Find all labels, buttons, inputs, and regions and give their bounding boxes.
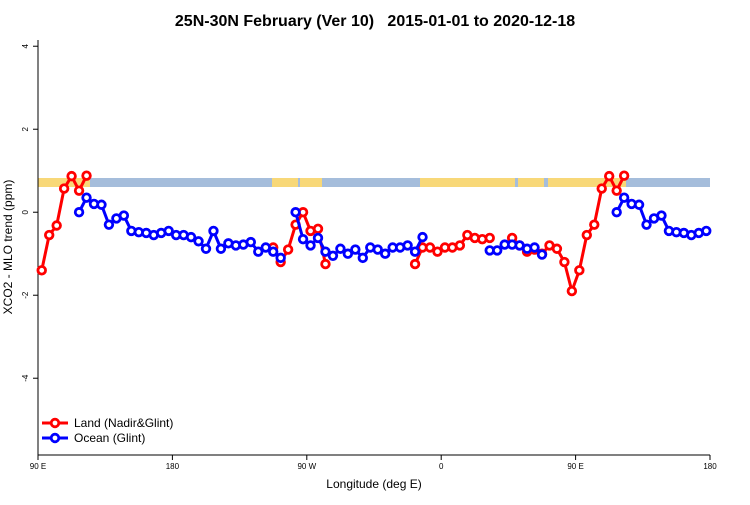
data-point <box>574 265 585 276</box>
data-point <box>185 231 197 243</box>
land-patch <box>38 178 90 187</box>
data-point <box>656 210 667 221</box>
x-tick-label: 90 W <box>297 462 316 471</box>
x-tick-label: 90 E <box>567 462 583 471</box>
data-point <box>96 199 107 210</box>
data-point <box>551 243 563 254</box>
data-point <box>193 236 204 247</box>
data-point <box>36 265 47 276</box>
data-point <box>208 225 219 237</box>
data-point <box>268 246 279 257</box>
data-point <box>58 183 70 194</box>
data-point <box>103 219 115 230</box>
data-point <box>51 220 62 231</box>
data-point <box>559 256 570 268</box>
data-point <box>81 170 92 181</box>
data-point <box>492 245 503 256</box>
ocean-band <box>38 178 710 187</box>
data-point <box>641 219 652 230</box>
data-point <box>402 240 413 251</box>
y-axis-label: XCO2 - MLO trend (ppm) <box>1 180 15 315</box>
x-axis-label: Longitude (deg E) <box>326 477 421 491</box>
series <box>73 192 712 264</box>
data-point <box>424 242 436 253</box>
data-point <box>380 248 391 259</box>
data-point <box>297 233 309 245</box>
data-point <box>312 232 324 244</box>
data-point <box>73 207 85 218</box>
data-point <box>618 192 630 203</box>
y-tick-label: 0 <box>21 209 30 214</box>
data-point <box>604 170 615 182</box>
x-tick-label: 180 <box>166 462 180 471</box>
data-point <box>253 246 264 257</box>
data-point <box>566 285 578 297</box>
series <box>36 170 630 297</box>
y-tick-label: 2 <box>21 126 30 131</box>
data-point <box>581 229 592 241</box>
land-ocean-band <box>38 178 710 187</box>
chart-title: 25N-30N February (Ver 10) 2015-01-01 to … <box>175 13 575 30</box>
data-point <box>215 243 227 254</box>
data-point <box>320 258 331 270</box>
land-patch <box>272 178 298 187</box>
data-point <box>335 243 346 254</box>
data-point <box>342 248 354 259</box>
data-point <box>305 240 316 251</box>
land-patch <box>518 178 544 187</box>
data-point <box>484 232 495 244</box>
land-patch <box>420 178 515 187</box>
land-patch <box>300 178 322 187</box>
data-point <box>200 243 212 254</box>
data-point <box>633 199 645 210</box>
y-tick-label: -2 <box>21 291 30 299</box>
data-point <box>529 242 540 253</box>
data-point <box>66 170 77 182</box>
data-point <box>409 246 421 257</box>
data-point <box>589 219 600 230</box>
data-point <box>275 252 286 264</box>
data-point <box>409 258 421 270</box>
data-point <box>618 170 630 181</box>
data-point <box>327 250 339 261</box>
data-point <box>290 207 301 218</box>
x-tick-label: 0 <box>439 462 444 471</box>
legend-swatch-marker <box>49 432 61 444</box>
data-point <box>350 244 361 255</box>
data-point <box>260 242 271 253</box>
data-point <box>81 192 92 203</box>
data-point <box>282 244 294 255</box>
data-point <box>701 225 712 237</box>
y-tick-label: -4 <box>21 374 30 382</box>
y-tick-label: 4 <box>21 43 30 48</box>
data-point <box>312 223 324 235</box>
data-point <box>536 249 548 260</box>
data-point <box>163 225 174 237</box>
data-point <box>372 244 383 255</box>
land-patch <box>548 178 626 187</box>
data-point <box>611 185 622 196</box>
data-point <box>432 246 443 257</box>
data-point <box>596 183 607 194</box>
data-point <box>417 231 428 243</box>
data-point <box>357 252 368 264</box>
data-point <box>73 185 85 196</box>
legend-swatch-marker <box>49 417 61 429</box>
x-tick-label: 180 <box>703 462 717 471</box>
data-point <box>245 236 256 248</box>
data-point <box>454 240 466 251</box>
legend-label: Ocean (Glint) <box>74 431 145 445</box>
data-point <box>44 229 55 241</box>
legend-label: Land (Nadir&Glint) <box>74 416 173 430</box>
x-tick-label: 90 E <box>30 462 46 471</box>
data-point <box>611 207 622 218</box>
data-point <box>118 210 130 221</box>
data-point <box>320 246 331 257</box>
